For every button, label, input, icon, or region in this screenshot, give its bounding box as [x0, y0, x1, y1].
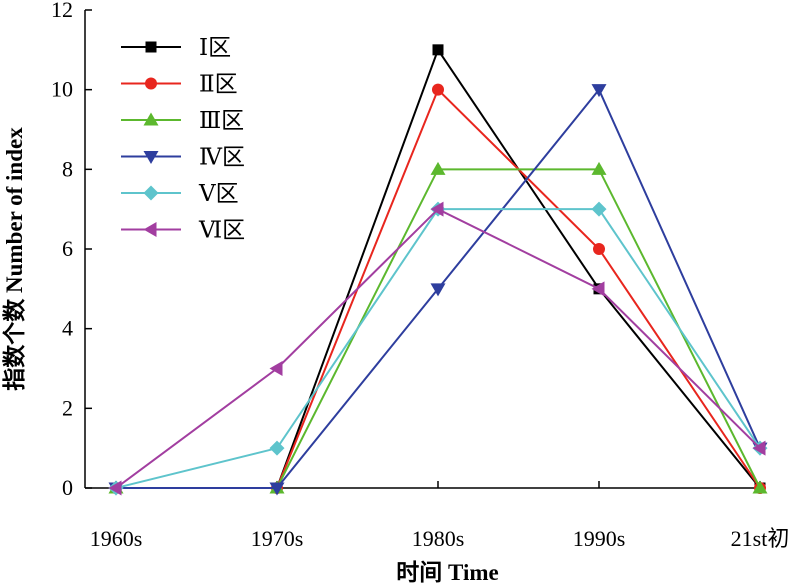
y-tick-label: 2 [62, 395, 73, 420]
legend-label: Ⅴ区 [198, 181, 239, 206]
legend-item: Ⅳ区 [121, 145, 245, 170]
axes [85, 10, 760, 488]
legend: Ⅰ区 Ⅱ区 Ⅲ区 Ⅳ区 Ⅴ区 Ⅵ区 [121, 35, 245, 243]
legend-label: Ⅰ区 [199, 35, 231, 60]
legend-item: Ⅲ区 [121, 108, 244, 133]
data-point [270, 441, 285, 456]
legend-item: Ⅰ区 [121, 35, 231, 60]
data-point [592, 202, 607, 217]
x-axis-title: 时间 Time [396, 560, 498, 585]
y-tick-label: 6 [62, 236, 73, 261]
legend-item: Ⅴ区 [121, 181, 239, 206]
legend-marker [144, 186, 159, 201]
line-chart: 0 2 4 6 8 10 12 1960s 1970s 1980s 1990s 21st初 Ⅰ区 Ⅱ区 Ⅲ… [0, 0, 800, 586]
y-axis-title: 指数个数 Number of index [2, 127, 27, 391]
x-tick-label: 1970s [251, 526, 304, 551]
legend-label: Ⅲ区 [199, 108, 244, 133]
x-tick-label: 21st初 [731, 526, 790, 551]
legend-item: Ⅱ区 [121, 72, 238, 97]
y-tick-label: 0 [62, 475, 73, 500]
x-tick-label: 1990s [573, 526, 626, 551]
y-tick-label: 12 [51, 0, 73, 22]
series-line [116, 209, 760, 488]
y-tick-label: 10 [51, 77, 73, 102]
legend-label: Ⅵ区 [198, 218, 245, 243]
data-point [433, 44, 444, 55]
legend-marker [145, 78, 157, 90]
legend-item: Ⅵ区 [121, 218, 245, 243]
legend-label: Ⅱ区 [199, 72, 238, 97]
legend-marker [144, 222, 157, 237]
legend-label: Ⅳ区 [199, 145, 245, 170]
data-point [432, 84, 444, 96]
data-point [593, 243, 605, 255]
legend-marker [146, 42, 157, 53]
y-tick-label: 4 [62, 316, 73, 341]
y-tick-label: 8 [62, 156, 73, 181]
x-tick-label: 1980s [412, 526, 465, 551]
x-tick-label: 1960s [90, 526, 143, 551]
series-line [116, 209, 760, 488]
